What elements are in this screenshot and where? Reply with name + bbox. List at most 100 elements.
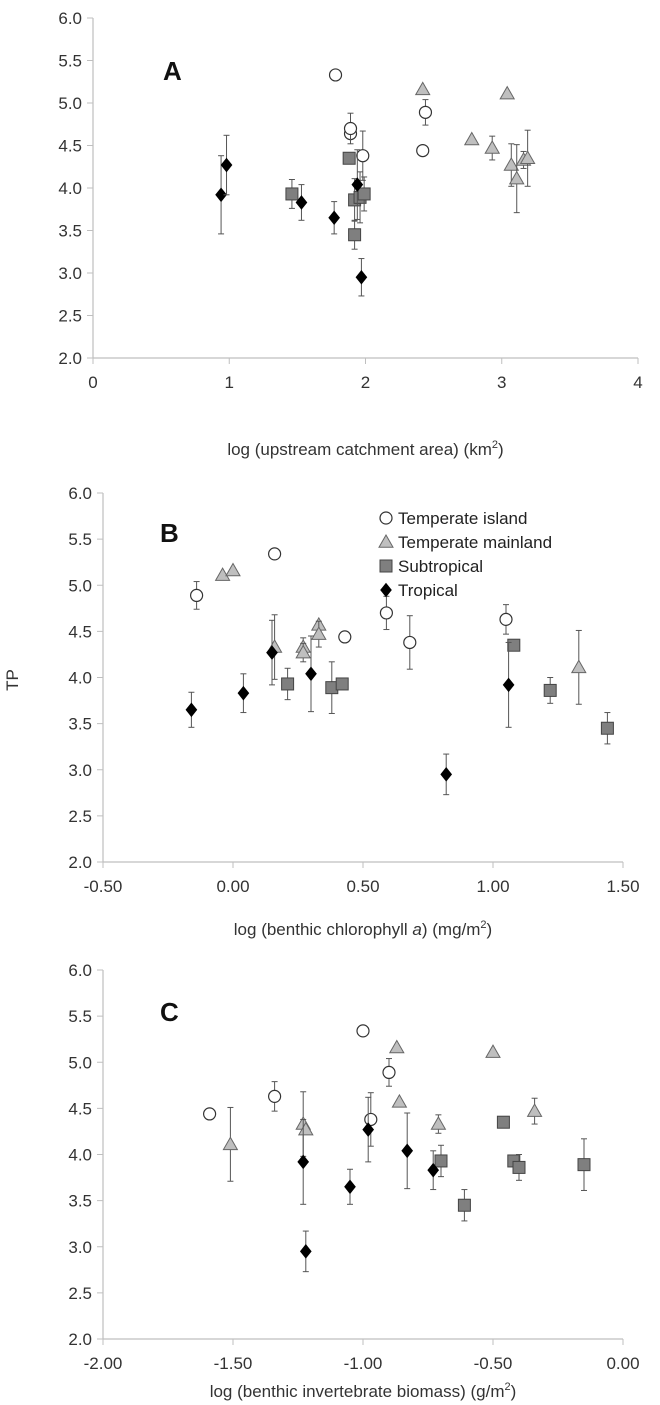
y-tick-label: 4.0 — [68, 669, 92, 688]
x-tick-label: 0.00 — [216, 877, 249, 896]
data-point — [343, 121, 358, 136]
x-tick-label: 0.00 — [606, 1354, 639, 1373]
data-point — [295, 644, 312, 659]
data-point — [401, 1143, 414, 1159]
series-subtropical — [434, 1115, 591, 1222]
data-point — [485, 1044, 501, 1058]
y-tick-label: 3.0 — [68, 1238, 92, 1257]
x-tick-label: -1.00 — [344, 1354, 383, 1373]
x-tick-label: -2.00 — [84, 1354, 123, 1373]
data-point — [543, 683, 557, 697]
panel-c: 2.0 2.5 3.0 3.5 4.0 4.5 5.0 5.5 6.0 -2.00 -1.50 -1.… — [68, 961, 639, 1401]
series-tropical — [215, 134, 368, 297]
data-point — [484, 140, 501, 154]
y-axis-title: TP — [3, 669, 22, 691]
data-point — [434, 1154, 448, 1168]
data-point — [526, 1103, 543, 1117]
data-point — [570, 659, 587, 674]
data-point — [215, 187, 227, 203]
panel-label: A — [163, 56, 182, 86]
panel-b: 2.0 2.5 3.0 3.5 4.0 4.5 5.0 5.5 6.0 -0.50 0.00 0.50… — [3, 484, 640, 939]
data-point — [335, 677, 349, 691]
legend: Temperate island Temperate mainland Subtro… — [378, 509, 552, 600]
data-point — [237, 685, 250, 701]
panel-label: B — [160, 518, 179, 548]
y-tick-label: 6.0 — [68, 484, 92, 503]
series-temperate-mainland — [222, 1039, 543, 1182]
y-tick-label: 2.5 — [58, 307, 82, 326]
data-point — [295, 195, 308, 210]
data-point — [403, 635, 417, 650]
legend-label: Subtropical — [398, 557, 483, 576]
series-tropical — [185, 619, 515, 796]
data-point — [430, 1116, 447, 1130]
data-point — [299, 1244, 312, 1259]
y-tick-label: 4.0 — [68, 1146, 92, 1165]
data-point — [440, 767, 453, 782]
x-tick-label: 0 — [88, 373, 97, 392]
x-tick-label: 3 — [497, 373, 506, 392]
data-point — [348, 228, 362, 242]
panel-label: C — [160, 997, 179, 1027]
x-tick-label: -1.50 — [214, 1354, 253, 1373]
data-point — [356, 1024, 370, 1038]
data-point — [220, 157, 233, 173]
legend-label: Temperate island — [398, 509, 527, 528]
series-temperate-island — [190, 547, 513, 670]
data-point — [382, 1065, 396, 1079]
data-point — [416, 144, 430, 158]
data-point — [600, 721, 614, 735]
x-tick-label: 0.50 — [346, 877, 379, 896]
y-tick-label: 3.5 — [68, 715, 92, 734]
series-subtropical — [281, 638, 614, 745]
data-point — [499, 612, 513, 626]
legend-marker — [378, 533, 394, 548]
y-tick-label: 5.5 — [68, 530, 92, 549]
data-point — [203, 1107, 217, 1121]
x-axis-title: log (upstream catchment area) (km2) — [227, 439, 503, 459]
data-point — [356, 149, 370, 163]
data-point — [414, 81, 431, 96]
data-point — [214, 567, 231, 581]
data-point — [342, 151, 356, 165]
data-point — [508, 170, 525, 185]
data-point — [351, 177, 364, 192]
data-point — [297, 1154, 310, 1170]
series-subtropical — [285, 151, 371, 250]
data-point — [427, 1162, 440, 1178]
data-point — [225, 562, 241, 577]
data-point — [297, 1121, 314, 1136]
y-tick-label: 2.0 — [58, 349, 82, 368]
legend-label: Tropical — [398, 581, 458, 600]
data-point — [310, 626, 327, 640]
data-point — [503, 157, 520, 171]
y-tick-label: 5.5 — [68, 1007, 92, 1026]
y-tick-label: 4.0 — [58, 179, 82, 198]
data-point — [418, 105, 433, 119]
legend-label: Temperate mainland — [398, 533, 552, 552]
data-point — [362, 1122, 375, 1137]
series-tropical — [297, 1096, 440, 1273]
y-tick-label: 3.5 — [68, 1192, 92, 1211]
legend-marker — [380, 582, 392, 598]
y-tick-label: 5.0 — [68, 576, 92, 595]
y-tick-label: 2.5 — [68, 807, 92, 826]
y-tick-label: 4.5 — [68, 622, 92, 641]
y-tick-label: 4.5 — [58, 137, 82, 156]
y-tick-label: 6.0 — [68, 961, 92, 980]
data-point — [355, 269, 368, 285]
data-point — [266, 645, 278, 660]
x-tick-label: -0.50 — [84, 877, 123, 896]
x-tick-label: 1.00 — [476, 877, 509, 896]
x-tick-label: 4 — [633, 373, 642, 392]
x-tick-label: 2 — [361, 373, 370, 392]
data-point — [344, 1179, 356, 1195]
legend-marker — [379, 559, 393, 573]
data-point — [391, 1093, 408, 1108]
data-point — [379, 606, 393, 620]
data-point — [338, 630, 352, 644]
data-point — [281, 677, 295, 691]
y-tick-label: 2.0 — [68, 853, 92, 872]
data-point — [388, 1039, 405, 1054]
